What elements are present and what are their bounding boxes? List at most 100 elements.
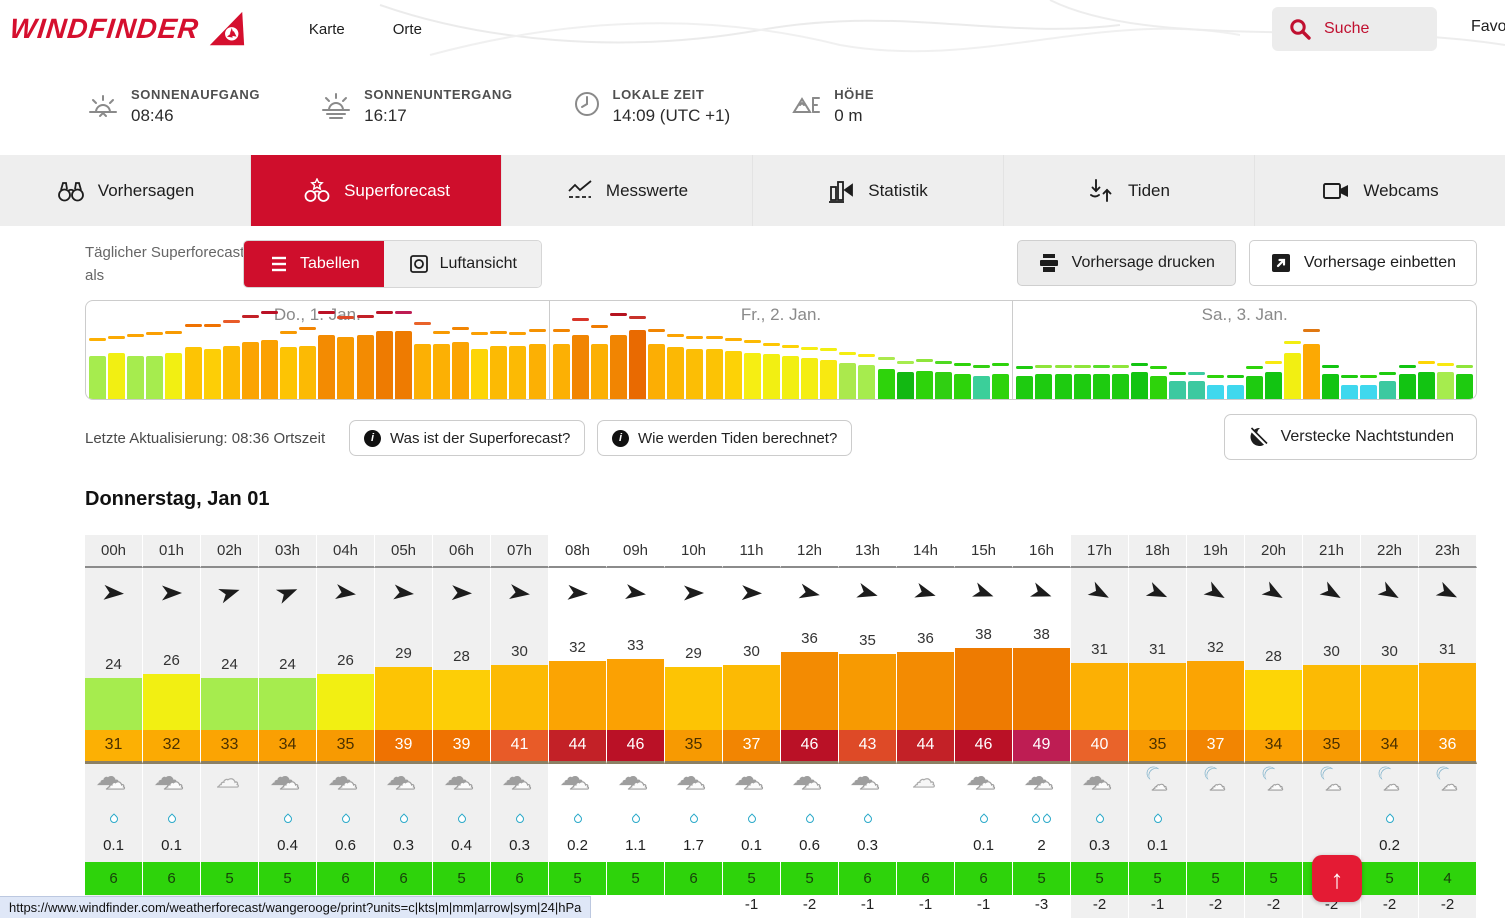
- wave-height-cell: 5: [1071, 862, 1129, 895]
- gust-dash: [762, 343, 780, 346]
- hour-header-cell: 15h: [955, 535, 1013, 568]
- wind-speed-cell: 28: [1245, 618, 1303, 730]
- clouds-row: ☁ ☁ ☁ ☁ ☁ ☁ ☁ ☁ ☁ ☁ ☁ ☁ ☁ ☁ ☁ ☁ ☁ ☁ ☁ ☁ ☁ ☁ ☁ ☁ ☁ ☁ ☁ ☁ ☁ ☁ ☁ ☁ ☁ ☁ ☾ ☁ ☾ ☁ ☾ ☁…: [85, 761, 1477, 804]
- sunrise-label: SONNENAUFGANG: [131, 87, 261, 102]
- gust-dash: [1417, 361, 1435, 364]
- precipitation-amount-cell: 0.4: [433, 834, 491, 862]
- wind-speed-bar: [201, 678, 258, 730]
- aerial-view-button[interactable]: Luftansicht: [383, 241, 541, 287]
- overview-bar-slot: [299, 309, 317, 399]
- tables-view-button[interactable]: Tabellen: [244, 241, 384, 287]
- cloudy-icon: ☁ ☁: [559, 763, 591, 795]
- precipitation-amount-cell: 0.3: [491, 834, 549, 862]
- cloudy-icon: ☁ ☁: [617, 763, 649, 795]
- nav-link-karte[interactable]: Karte: [308, 20, 345, 38]
- wind-direction-cell: [317, 568, 375, 618]
- overview-bar-slot: [127, 309, 145, 399]
- tab-messwerte[interactable]: Messwerte: [501, 155, 752, 226]
- temperature-cell: -2: [1245, 895, 1303, 918]
- print-forecast-button[interactable]: Vorhersage drucken: [1016, 240, 1236, 286]
- wind-speed-bar: [375, 331, 393, 399]
- wave-height-cell: 5: [607, 862, 665, 895]
- wind-speed-bar: [1283, 353, 1301, 399]
- wind-gust-cell: 35: [665, 730, 723, 764]
- embed-forecast-button[interactable]: Vorhersage einbetten: [1248, 240, 1477, 286]
- wind-direction-arrow-icon: [161, 585, 182, 601]
- tab-superforecast[interactable]: Superforecast: [250, 155, 501, 226]
- wind-speed-bar: [705, 349, 723, 399]
- forecast-action-buttons: Vorhersage drucken Vorhersage einbetten: [1016, 240, 1477, 286]
- aerial-view-icon: [409, 255, 428, 273]
- gust-dash: [509, 332, 527, 335]
- scroll-to-top-button[interactable]: ↑: [1312, 855, 1362, 902]
- clock-icon: [571, 88, 603, 125]
- cloud-cover-cell: ☁ ☁: [317, 763, 375, 804]
- overview-bar-slot: [241, 309, 259, 399]
- tab-vorhersagen[interactable]: Vorhersagen: [0, 155, 250, 226]
- wind-speed-bar: [1016, 376, 1034, 399]
- precipitation-amount-cell: 2: [1013, 834, 1071, 862]
- forecast-tab-bar: Vorhersagen Superforecast Messwerte Stat…: [0, 155, 1505, 226]
- raindrop-icon: [339, 813, 352, 825]
- wind-speed-bar: [203, 349, 221, 399]
- wind-direction-arrow-icon: [334, 584, 356, 600]
- overview-day-1[interactable]: Do., 1. Jan.: [86, 301, 549, 399]
- sunrise-icon: [85, 86, 121, 127]
- wind-speed-bar: [318, 335, 336, 399]
- what-is-superforecast-button[interactable]: i Was ist der Superforecast?: [349, 420, 586, 456]
- wind-direction-arrow-icon: [1087, 581, 1109, 598]
- raindrop-icon: [745, 813, 758, 825]
- tab-webcams[interactable]: Webcams: [1254, 155, 1505, 226]
- wind-direction-cell: [1245, 568, 1303, 618]
- wind-direction-arrow-icon: [1145, 582, 1167, 598]
- overview-bar-slot: [781, 309, 799, 399]
- windfinder-logo[interactable]: WINDFINDER: [8, 8, 247, 50]
- overview-day-2[interactable]: Fr., 2. Jan.: [548, 301, 1013, 399]
- how-tides-calculated-button[interactable]: i Wie werden Tiden berechnet?: [597, 420, 853, 456]
- cloud-cover-cell: ☁ ☁: [375, 763, 433, 804]
- wind-speed-bar: [1013, 648, 1070, 730]
- raindrop-icon: [687, 813, 700, 825]
- tab-tiden[interactable]: Tiden: [1003, 155, 1254, 226]
- overview-bar-slot: [590, 309, 608, 399]
- cloudy-icon: ☁ ☁: [849, 763, 881, 795]
- gust-dash: [705, 336, 723, 339]
- wind-speed-bar: [1398, 374, 1416, 399]
- cloud-cover-cell: ☁ ☁: [839, 763, 897, 804]
- hide-night-hours-button[interactable]: Verstecke Nachtstunden: [1223, 414, 1477, 460]
- overview-day-3[interactable]: Sa., 3. Jan.: [1012, 301, 1476, 399]
- rain-indicator-cell: [781, 804, 839, 834]
- three-day-overview-chart[interactable]: Do., 1. Jan. Fr., 2. Jan. Sa., 3. Jan.: [85, 300, 1477, 400]
- tab-statistik[interactable]: Statistik: [752, 155, 1003, 226]
- cloud-cover-cell: ☾ ☁: [1245, 761, 1303, 804]
- table-icon: [272, 256, 286, 272]
- overview-bar-slot: [1264, 309, 1282, 399]
- wind-direction-arrow-icon: [217, 588, 240, 604]
- nav-link-orte[interactable]: Orte: [392, 20, 422, 38]
- overview-bar-slot: [743, 309, 761, 399]
- wind-speed-bar: [1245, 670, 1302, 730]
- elevation-info: HÖHE 0 m: [788, 86, 874, 127]
- search-button[interactable]: Suche: [1272, 7, 1437, 51]
- wind-speed-value: 26: [337, 652, 354, 669]
- rain-indicator-cell: [433, 804, 491, 834]
- overview-bar-slot: [375, 309, 393, 399]
- embed-forecast-label: Vorhersage einbetten: [1303, 254, 1456, 271]
- nav-link-favoriten-clipped[interactable]: Favo: [1471, 18, 1505, 35]
- wind-direction-cell: [143, 568, 201, 618]
- temperature-cell: -1: [723, 895, 781, 918]
- overview-bar-slot: [1245, 309, 1263, 399]
- wind-speed-value: 30: [511, 643, 528, 660]
- cloud-cover-cell: ☁ ☁: [433, 763, 491, 804]
- overview-bar-slot: [648, 309, 666, 399]
- wind-speed-bar: [127, 356, 145, 399]
- overview-bar-slot: [490, 309, 508, 399]
- overview-bar-slot: [89, 309, 106, 399]
- wind-speed-bar: [1071, 663, 1128, 730]
- wind-speed-value: 26: [163, 652, 180, 669]
- wind-speed-bar: [146, 356, 164, 399]
- wave-height-cell: 4: [1419, 862, 1477, 895]
- rain-indicator-cell: [491, 804, 549, 834]
- wind-direction-arrow-icon: [798, 583, 820, 599]
- wind-speed-cell: 38: [1013, 618, 1071, 730]
